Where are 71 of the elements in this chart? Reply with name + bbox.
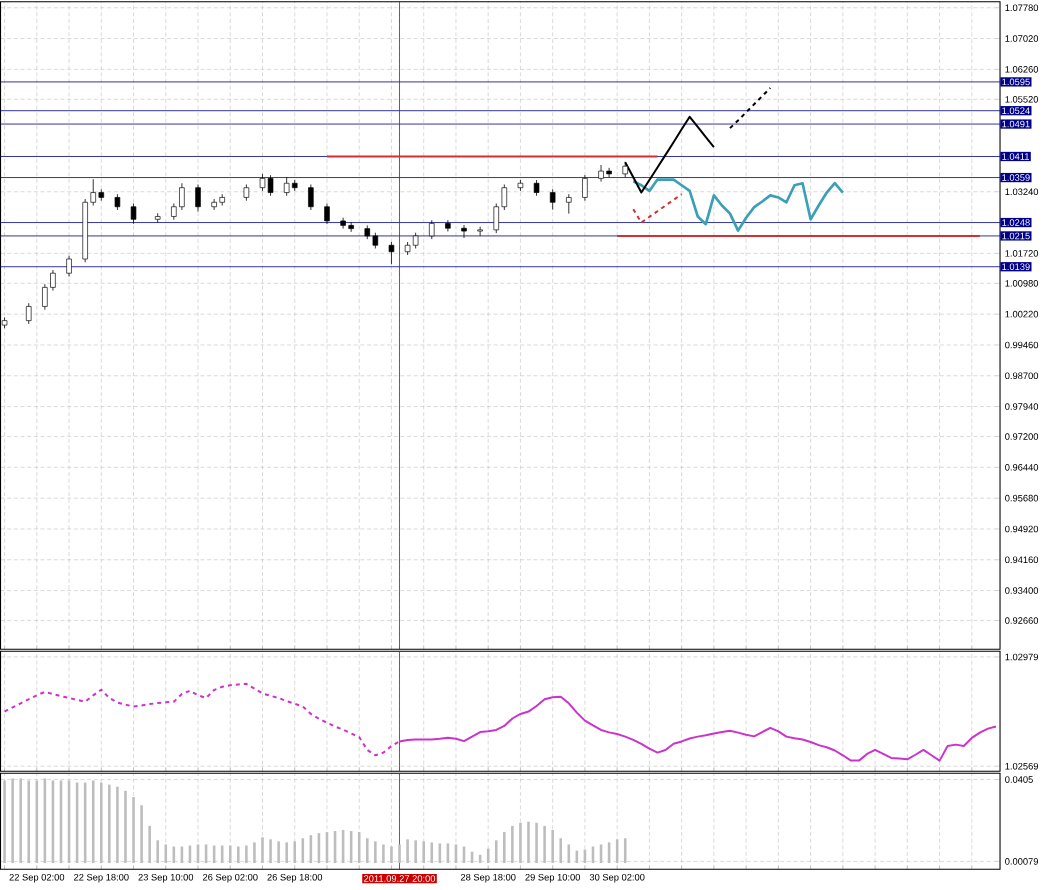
- candlestick: [130, 203, 137, 225]
- y-tick-label: 0.95680: [1005, 494, 1039, 502]
- y-tick-label: 1.01720: [1005, 249, 1039, 257]
- x-tick-label: 28 Sep 18:00: [460, 873, 516, 883]
- candlestick: [42, 283, 48, 310]
- x-tick-label: 26 Sep 18:00: [267, 873, 323, 883]
- candlestick: [283, 176, 290, 197]
- x-tick-label: 26 Sep 02:00: [202, 873, 258, 883]
- x-tick-label: 29 Sep 10:00: [525, 873, 581, 883]
- ref-line-label: 1.0248: [1002, 219, 1030, 226]
- bar: [245, 845, 248, 863]
- bar: [374, 841, 377, 863]
- x-tick-label: 30 Sep 02:00: [589, 873, 645, 883]
- candlestick: [582, 174, 588, 201]
- y-tick-label: 1.02979: [1005, 653, 1039, 661]
- candlestick: [90, 178, 96, 206]
- candlestick: [501, 183, 508, 211]
- y-tick-label: 0.92660: [1005, 617, 1039, 624]
- candlestick: [179, 182, 185, 211]
- y-tick-label: 1.05520: [1005, 95, 1039, 103]
- y-tick-label: 0.0405: [1005, 776, 1033, 783]
- y-tick-label: 0.00079: [1005, 858, 1039, 865]
- ref-line-label: 1.0215: [1002, 232, 1030, 240]
- y-tick-label: 1.07020: [1005, 35, 1039, 42]
- candlestick: [429, 219, 435, 240]
- candlestick: [445, 219, 451, 232]
- line-series: [729, 86, 772, 130]
- x-tick-label: 22 Sep 02:00: [9, 873, 65, 883]
- bar: [100, 782, 103, 863]
- x-tick-label: 2011.09.27 20:00: [364, 875, 436, 882]
- y-tick-label: 0.94160: [1005, 556, 1039, 563]
- y-tick-label: 0.98700: [1005, 372, 1039, 379]
- candlestick: [549, 188, 556, 210]
- ref-line-label: 1.0411: [1002, 153, 1029, 160]
- ref-line-label: 1.0359: [1002, 174, 1030, 181]
- ref-line-label: 1.0595: [1002, 78, 1030, 86]
- x-tick-label: 23 Sep 10:00: [138, 873, 194, 883]
- ref-line-label: 1.0139: [1002, 263, 1030, 270]
- y-tick-label: 1.00980: [1005, 279, 1039, 287]
- x-tick-label: 22 Sep 18:00: [74, 873, 129, 883]
- y-tick-label: 0.97940: [1005, 403, 1039, 410]
- y-tick-label: 0.94920: [1005, 525, 1039, 533]
- candlestick: [211, 198, 217, 211]
- y-tick-label: 0.93400: [1005, 587, 1039, 594]
- candlestick: [308, 183, 314, 211]
- y-tick-label: 0.97200: [1005, 433, 1039, 440]
- candlestick: [50, 269, 56, 291]
- y-tick-label: 1.02569: [1005, 762, 1039, 770]
- y-tick-label: 1.00220: [1005, 310, 1039, 318]
- y-tick-label: 1.06260: [1005, 65, 1039, 73]
- candlestick: [566, 193, 572, 214]
- y-tick-label: 1.03240: [1005, 188, 1039, 195]
- candlestick: [598, 164, 604, 182]
- candlestick: [25, 302, 32, 325]
- candlestick: [66, 255, 72, 277]
- bar: [519, 822, 522, 863]
- candlestick: [388, 241, 395, 265]
- y-tick-label: 0.96440: [1005, 463, 1039, 471]
- candlestick: [461, 224, 467, 239]
- y-tick-label: 0.99460: [1005, 341, 1039, 349]
- bar: [414, 840, 417, 863]
- candlestick: [324, 203, 330, 225]
- candlestick: [195, 183, 201, 212]
- candlestick: [340, 217, 346, 229]
- y-tick-label: 1.07780: [1005, 4, 1039, 11]
- bar: [140, 805, 143, 863]
- candlestick: [606, 167, 612, 178]
- ref-line-label: 1.0491: [1002, 120, 1030, 128]
- candlestick: [477, 226, 483, 237]
- ref-line-label: 1.0524: [1002, 107, 1030, 114]
- candlestick: [493, 203, 500, 234]
